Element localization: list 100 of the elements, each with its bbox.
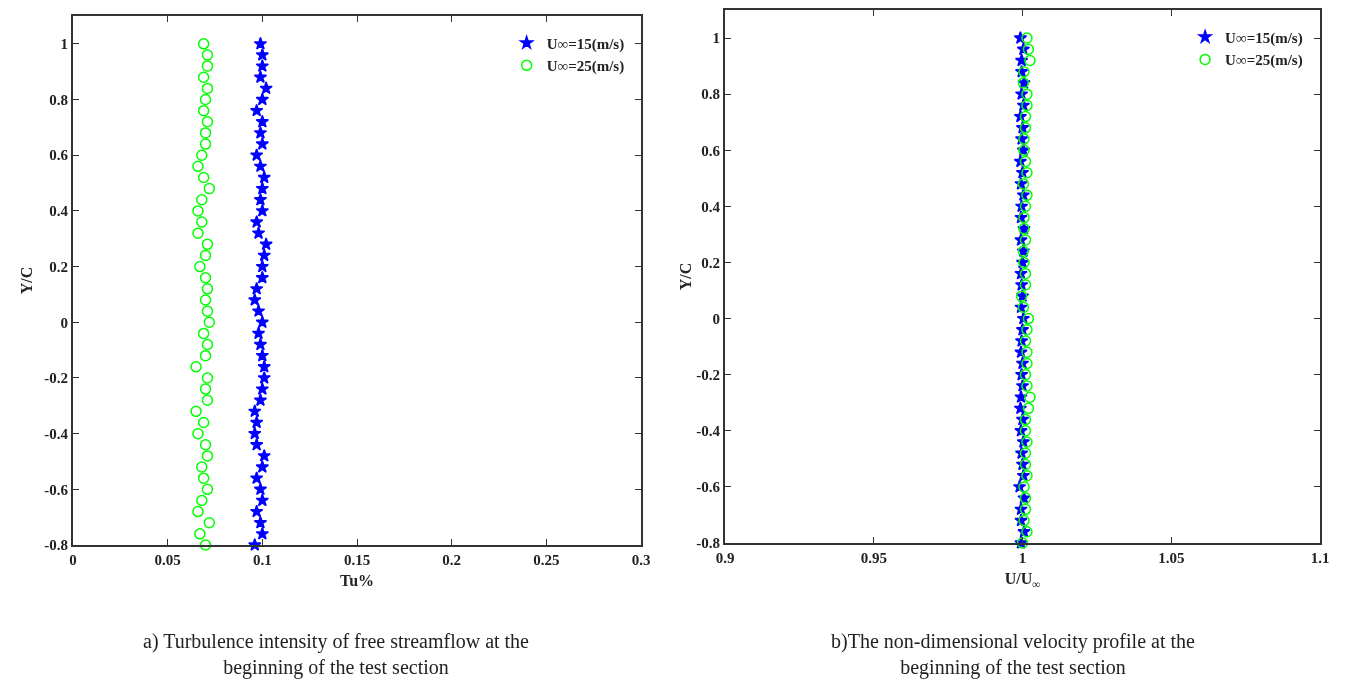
y-tick-label: -0.8	[44, 537, 68, 554]
point	[1018, 65, 1030, 78]
x-axis-title: U/U$_{∞}$	[1004, 570, 1041, 590]
point	[196, 149, 208, 161]
text: a) Turbulence intensity of free streamflow at the beginning of the test section	[142, 629, 530, 680]
point	[1021, 99, 1033, 112]
point	[201, 450, 214, 462]
point	[197, 71, 210, 83]
point	[1021, 380, 1033, 392]
y-tick-label: -0.2	[696, 366, 720, 383]
point	[190, 361, 202, 373]
point	[1021, 324, 1033, 336]
point	[253, 337, 268, 351]
point	[199, 249, 212, 262]
point	[255, 348, 270, 362]
legend-label: U∞=15(m/s)	[1225, 29, 1303, 47]
point	[249, 471, 264, 485]
point	[1021, 189, 1033, 201]
point	[1021, 357, 1033, 370]
point	[253, 482, 268, 496]
point	[192, 205, 204, 217]
x-tick-label: 1.05	[1158, 550, 1185, 566]
point	[1022, 43, 1035, 56]
point	[1021, 166, 1033, 179]
y-tick-label: 0.6	[701, 142, 721, 159]
point	[192, 427, 204, 440]
point	[253, 125, 268, 139]
point	[248, 292, 262, 306]
x-tick-label: 0.05	[154, 552, 181, 568]
point	[201, 283, 214, 295]
point	[197, 38, 210, 50]
point	[1019, 447, 1032, 459]
point	[192, 227, 204, 239]
x-tick-label: 1	[1018, 550, 1027, 566]
point	[197, 171, 210, 184]
point	[1019, 425, 1032, 437]
point	[203, 516, 216, 529]
point	[255, 92, 270, 106]
x-tick-label: 0.15	[343, 552, 371, 568]
point	[1021, 346, 1033, 358]
point	[248, 426, 262, 440]
point	[201, 116, 214, 128]
point	[199, 127, 212, 139]
y-tick-label: 0	[712, 310, 720, 327]
x-tick-label: 0.2	[442, 552, 462, 568]
point	[190, 405, 202, 418]
point	[255, 493, 270, 507]
text: b)The non-dimensional velocity profile at the beginning of the test section	[830, 629, 1196, 680]
point	[196, 194, 208, 206]
point	[199, 349, 212, 362]
point	[1019, 200, 1032, 213]
point	[1019, 110, 1032, 123]
point	[192, 505, 204, 518]
point	[1019, 458, 1032, 471]
point	[1019, 368, 1032, 381]
point	[251, 226, 266, 240]
point	[199, 271, 212, 284]
point	[249, 281, 264, 295]
point	[249, 103, 264, 117]
x-axis-title: Tu%	[339, 572, 375, 590]
legend-label: U∞=25(m/s)	[546, 58, 625, 76]
x-tick-label: 0.9	[715, 550, 735, 566]
point	[1024, 54, 1036, 67]
y-tick-label: -0.4	[696, 423, 721, 440]
y-axis-title: Y/C	[677, 262, 694, 291]
y-tick-label: 0.2	[49, 258, 68, 275]
point	[253, 192, 268, 206]
y-tick-label: -0.6	[44, 481, 69, 498]
y-tick-label: 1	[712, 30, 720, 47]
point	[1018, 211, 1030, 224]
point	[1024, 391, 1036, 403]
point	[249, 437, 264, 451]
point	[201, 49, 214, 61]
point	[259, 237, 273, 251]
y-axis-title: Y/C	[17, 266, 35, 295]
point	[201, 238, 214, 251]
point	[196, 494, 208, 507]
point	[1021, 526, 1033, 538]
point	[199, 93, 212, 106]
point	[253, 515, 268, 529]
point	[192, 160, 204, 173]
point	[255, 315, 270, 329]
point	[201, 338, 214, 351]
point	[196, 461, 208, 473]
point	[251, 326, 266, 340]
point	[1021, 32, 1033, 44]
point	[1018, 481, 1030, 493]
point	[255, 259, 270, 273]
point	[255, 459, 270, 473]
point	[253, 159, 268, 173]
point	[1021, 88, 1033, 100]
x-tick-label: 0.1	[252, 552, 272, 568]
x-tick-label: 0.25	[533, 552, 560, 568]
point	[199, 383, 212, 395]
point	[259, 81, 273, 95]
point	[1019, 503, 1032, 516]
point	[255, 203, 270, 217]
point	[1022, 402, 1035, 415]
point	[1019, 155, 1032, 168]
point	[255, 382, 270, 395]
